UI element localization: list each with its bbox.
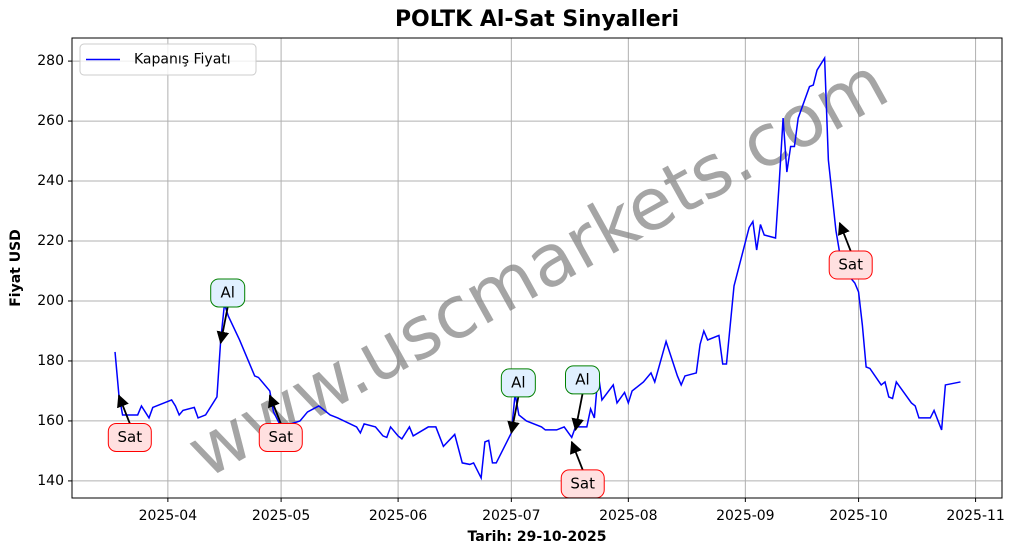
annotation-label: Sat — [570, 474, 595, 492]
annotation-label: Al — [220, 283, 234, 301]
annotation-arrow — [571, 393, 584, 432]
y-tick-label: 280 — [37, 53, 64, 69]
annotation-box — [210, 278, 246, 308]
x-tick-label: 2025-08 — [599, 508, 658, 524]
x-tick-label: 2025-10 — [829, 508, 888, 524]
annotation-box — [107, 422, 152, 452]
annotation-box — [258, 422, 303, 452]
x-tick-label: 2025-06 — [369, 508, 428, 524]
annotation-label: Al — [511, 373, 525, 391]
x-axis-label: Tarih: 29-10-2025 — [468, 529, 607, 545]
y-tick-label: 260 — [37, 113, 64, 129]
x-tick-label: 2025-05 — [252, 508, 311, 524]
legend-box — [79, 43, 257, 76]
plot-frame — [71, 37, 1003, 499]
annotation-box — [828, 250, 873, 280]
legend-label: Kapanış Fiyatı — [134, 52, 231, 68]
annotation-label: Al — [575, 370, 589, 388]
x-tick-label: 2025-04 — [139, 508, 198, 524]
annotation-arrow — [570, 440, 584, 471]
y-tick-label: 220 — [37, 233, 64, 249]
x-tick-label: 2025-11 — [946, 508, 1005, 524]
annotation-arrow — [507, 396, 520, 435]
annotation-label: Sat — [838, 256, 863, 274]
y-tick-label: 200 — [37, 293, 64, 309]
annotation-box — [500, 368, 536, 398]
annotation-arrow — [216, 306, 230, 345]
y-tick-label: 140 — [37, 473, 64, 489]
chart-title: POLTK Al-Sat Sinyalleri — [395, 7, 679, 32]
y-tick-label: 160 — [37, 413, 64, 429]
x-tick-label: 2025-09 — [716, 508, 775, 524]
annotation-arrow — [268, 394, 282, 424]
x-tick-label: 2025-07 — [482, 508, 541, 524]
y-axis-label: Fiyat USD — [8, 229, 24, 307]
annotation-label: Sat — [268, 428, 293, 446]
annotation-label: Sat — [117, 428, 142, 446]
annotation-arrow — [117, 394, 131, 424]
y-tick-label: 180 — [37, 353, 64, 369]
annotation-arrow — [837, 221, 852, 252]
y-tick-label: 240 — [37, 173, 64, 189]
annotation-box — [564, 365, 600, 395]
